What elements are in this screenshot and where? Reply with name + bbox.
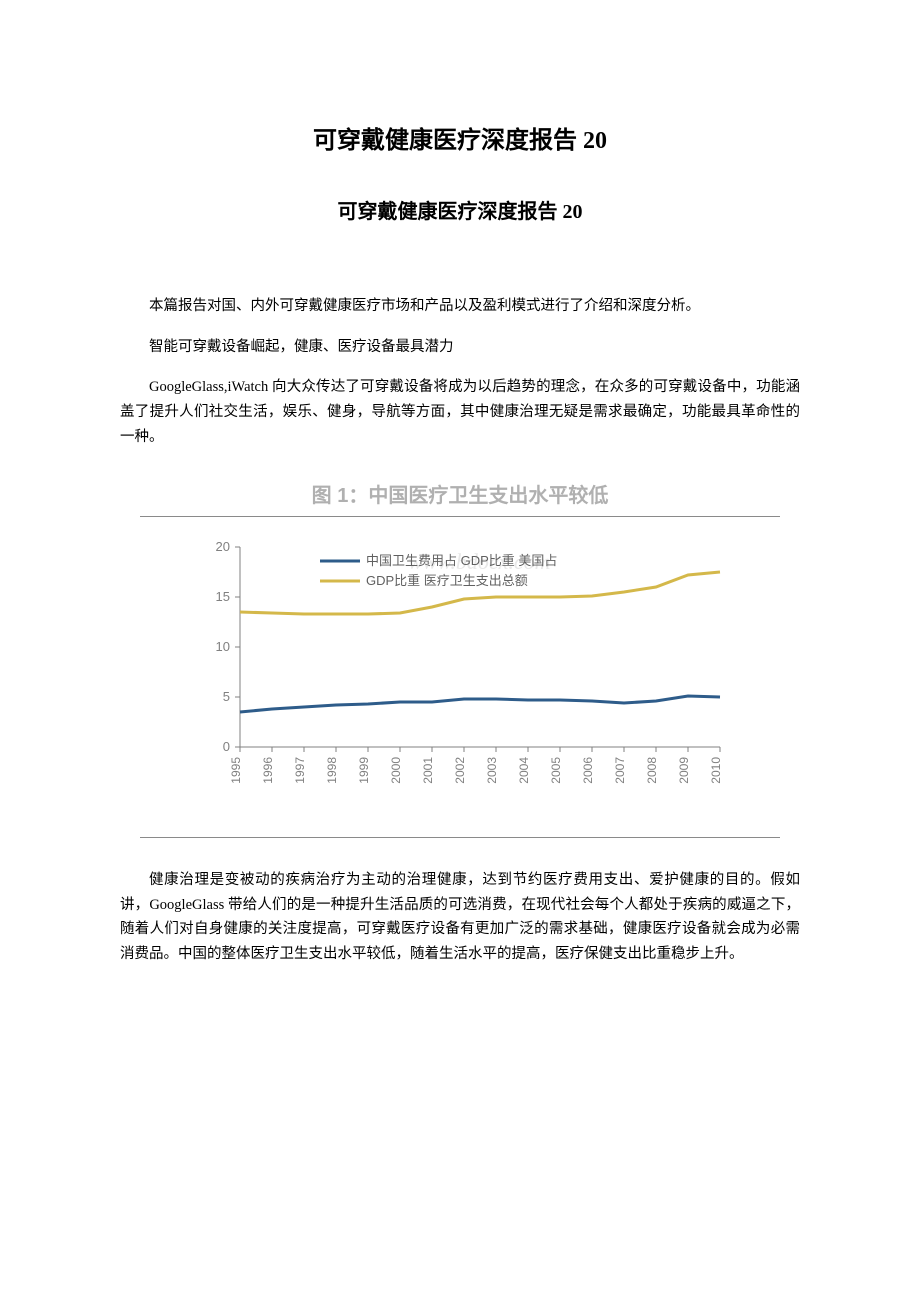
svg-text:1997: 1997	[293, 757, 307, 784]
chart-title: 图 1：中国医疗卫生支出水平较低	[140, 479, 780, 508]
chart-rule-bottom	[140, 837, 780, 838]
svg-text:2006: 2006	[581, 757, 595, 784]
svg-text:2002: 2002	[453, 757, 467, 784]
svg-text:1998: 1998	[325, 757, 339, 784]
svg-text:2010: 2010	[709, 757, 723, 784]
svg-text:15: 15	[216, 589, 230, 604]
svg-text:2008: 2008	[645, 757, 659, 784]
svg-text:0: 0	[223, 739, 230, 754]
svg-text:2009: 2009	[677, 757, 691, 784]
svg-text:20: 20	[216, 539, 230, 554]
svg-text:2005: 2005	[549, 757, 563, 784]
svg-text:中国卫生费用占 GDP比重 美国占: 中国卫生费用占 GDP比重 美国占	[366, 553, 557, 568]
svg-text:5: 5	[223, 689, 230, 704]
chart-rule-top	[140, 516, 780, 517]
svg-text:GDP比重 医疗卫生支出总额: GDP比重 医疗卫生支出总额	[366, 573, 528, 588]
doc-title-1: 可穿戴健康医疗深度报告 20	[120, 120, 800, 155]
paragraph-3: GoogleGlass,iWatch 向大众传达了可穿戴设备将成为以后趋势的理念…	[120, 375, 800, 449]
svg-text:2003: 2003	[485, 757, 499, 784]
paragraph-4: 健康治理是变被动的疾病治疗为主动的治理健康，达到节约医疗费用支出、爱护健康的目的…	[120, 868, 800, 967]
chart-figure-1: 图 1：中国医疗卫生支出水平较低 www.bdocx.com0510152019…	[120, 479, 800, 838]
svg-text:1995: 1995	[229, 757, 243, 784]
svg-text:2001: 2001	[421, 757, 435, 784]
svg-text:10: 10	[216, 639, 230, 654]
svg-text:2007: 2007	[613, 757, 627, 784]
doc-title-2: 可穿戴健康医疗深度报告 20	[120, 195, 800, 224]
svg-text:1996: 1996	[261, 757, 275, 784]
svg-text:2004: 2004	[517, 757, 531, 784]
svg-text:1999: 1999	[357, 757, 371, 784]
paragraph-1: 本篇报告对国、内外可穿戴健康医疗市场和产品以及盈利模式进行了介绍和深度分析。	[120, 294, 800, 319]
svg-text:2000: 2000	[389, 757, 403, 784]
paragraph-2: 智能可穿戴设备崛起，健康、医疗设备最具潜力	[120, 335, 800, 360]
chart-svg: www.bdocx.com051015201995199619971998199…	[180, 537, 740, 817]
